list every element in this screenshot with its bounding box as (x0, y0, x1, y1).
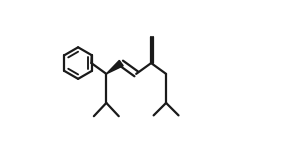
Polygon shape (106, 60, 123, 74)
